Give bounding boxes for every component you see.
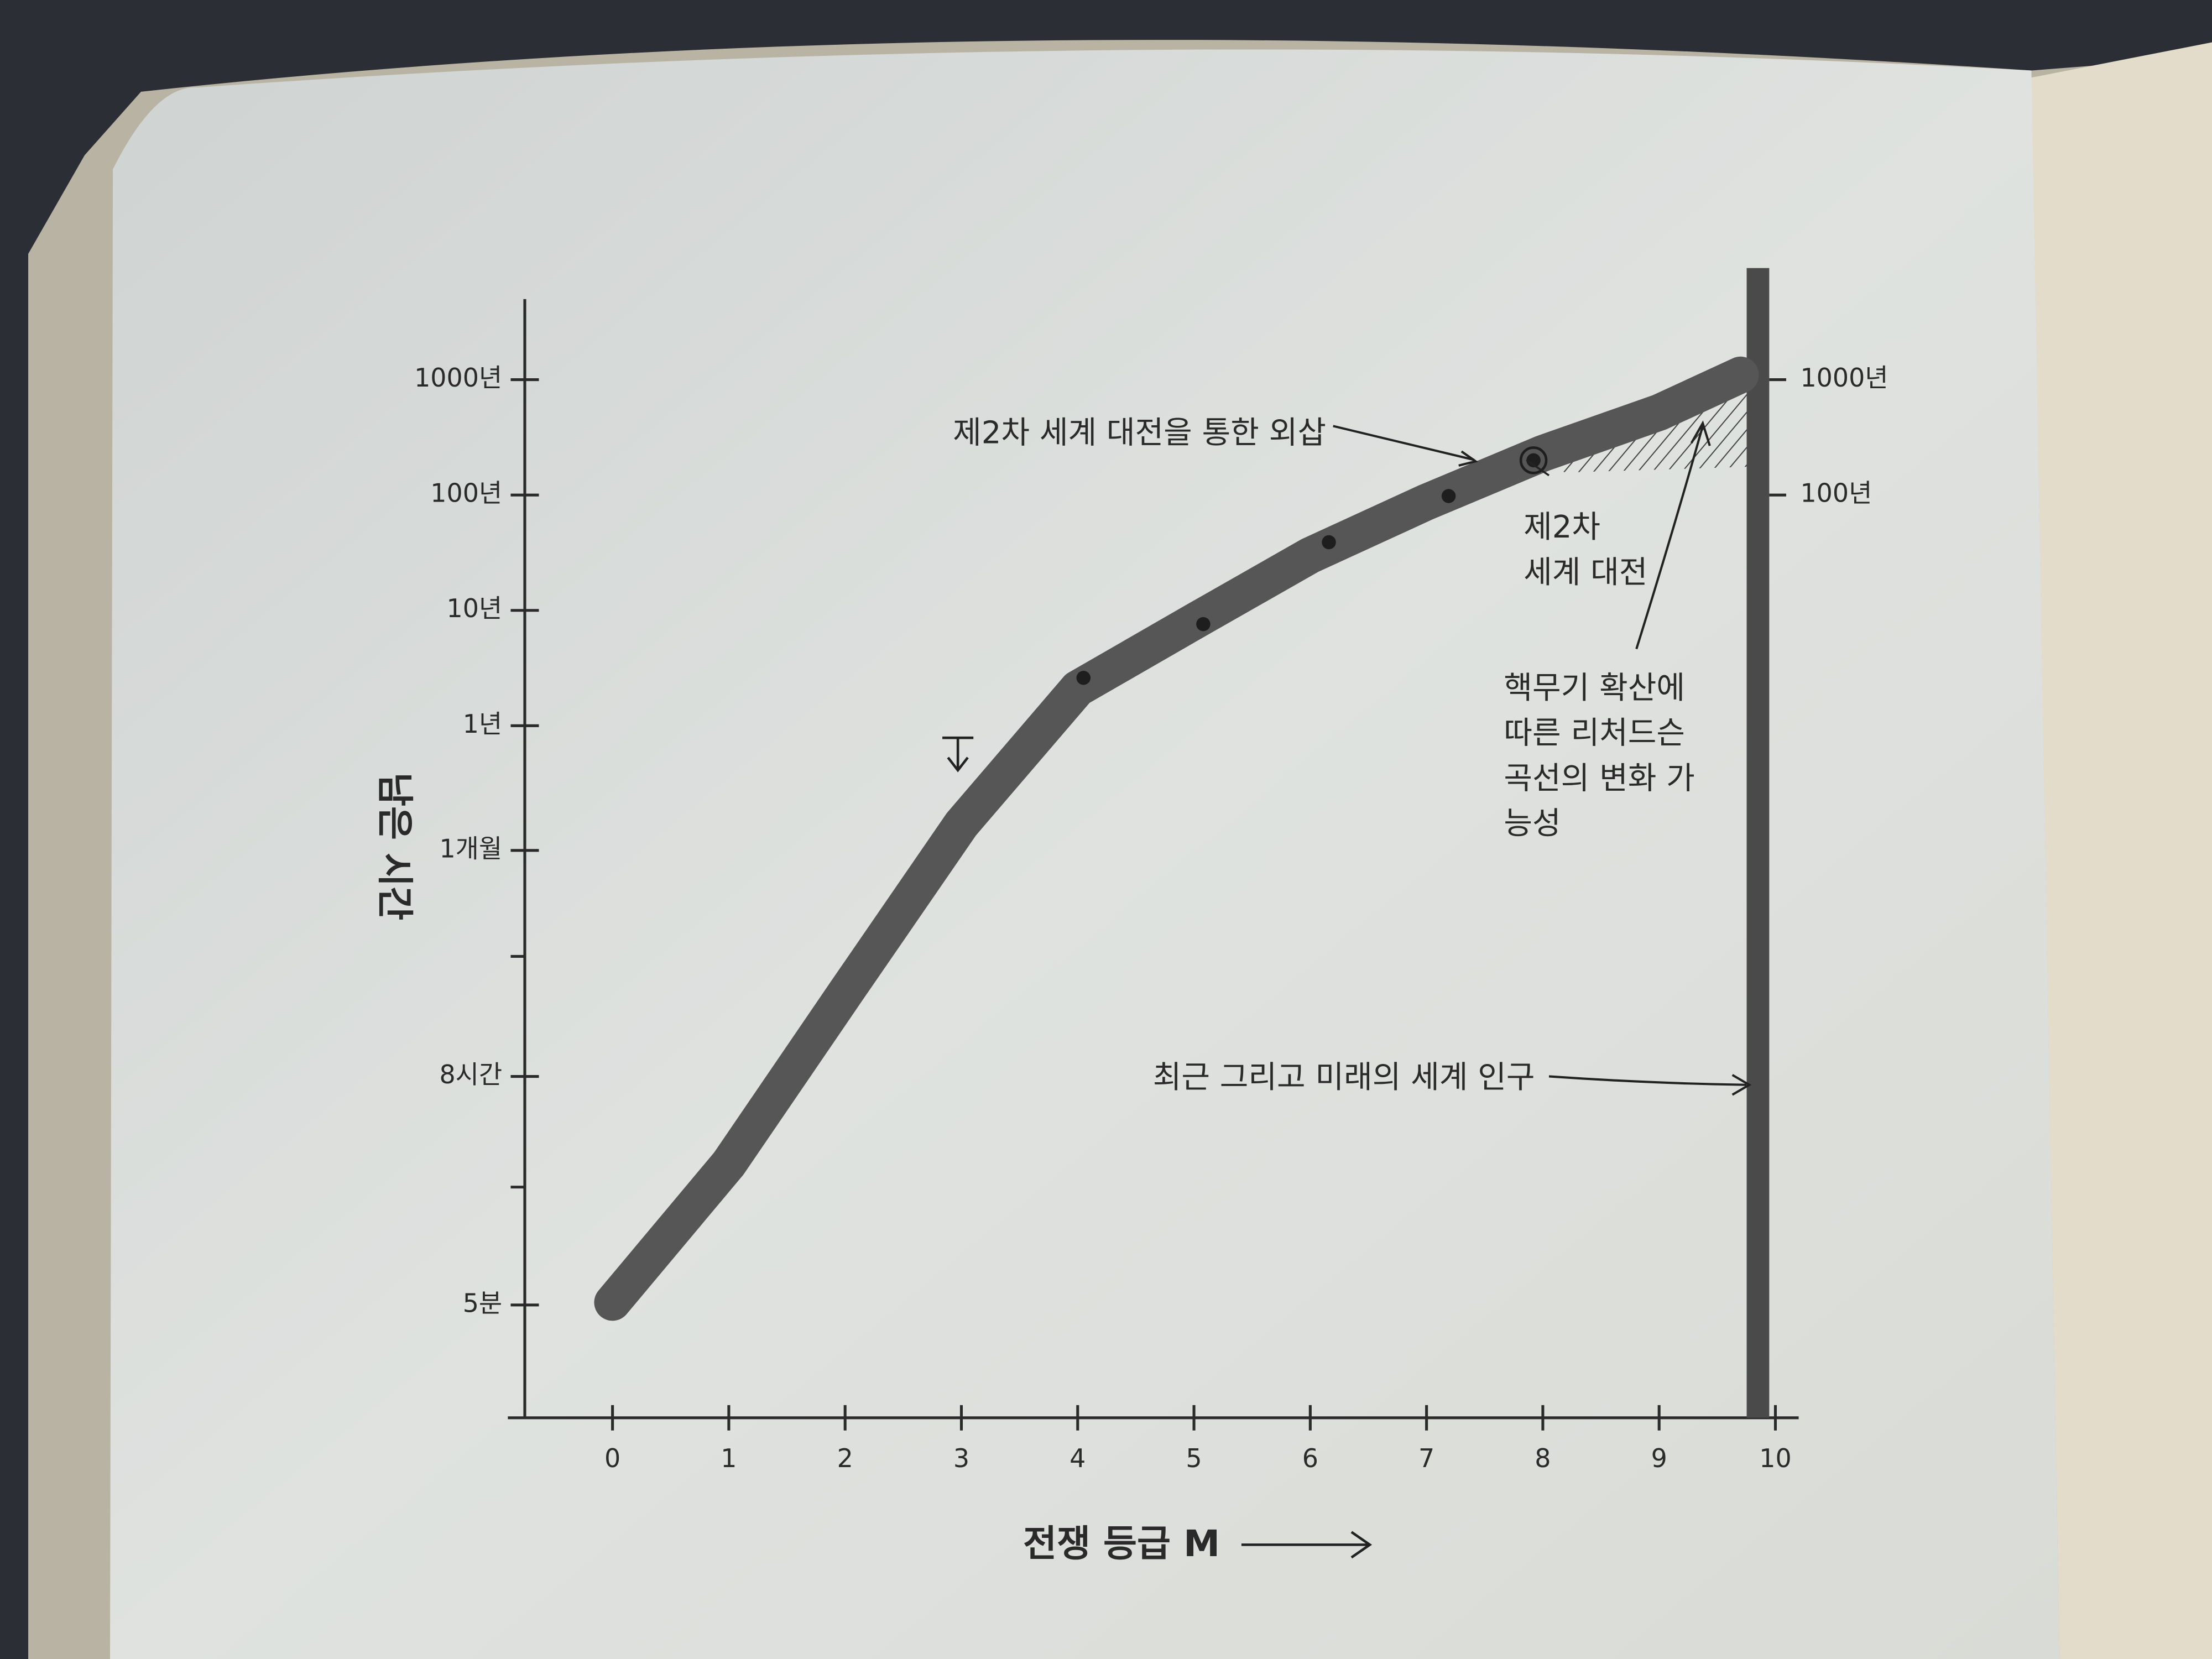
x-tick-label: 7: [1418, 1443, 1434, 1473]
arrow-head: [1731, 1074, 1752, 1096]
highlight-ring: [1519, 446, 1548, 474]
y2-tick-label: 100년: [1800, 478, 1872, 508]
x-label-arrow: [1241, 1531, 1373, 1559]
annotation: 최근 그리고 미래의 세계 인구: [1153, 1060, 1535, 1095]
y-tick-label: 5분: [463, 1288, 502, 1318]
arrow: [1333, 425, 1475, 461]
x-tick-label: 0: [604, 1443, 620, 1473]
y-tick-label: 1년: [463, 709, 502, 739]
x-tick-label: 4: [1070, 1443, 1086, 1473]
arrow: [1635, 425, 1704, 650]
x-tick-label: 8: [1535, 1443, 1551, 1473]
annotation: 따른 리처드슨: [1504, 716, 1685, 752]
data-point: [1526, 453, 1541, 468]
y-axis-title: 남은 시간: [373, 773, 416, 920]
curve: [594, 356, 1759, 1321]
annotation: 제2차 세계 대전을 통한 외삽: [953, 415, 1326, 451]
arrow: [1548, 1075, 1747, 1086]
x-tick-label: 1: [721, 1443, 737, 1473]
data-point: [1322, 535, 1336, 550]
data-point: [1196, 617, 1211, 632]
annotation: 핵무기 확산에: [1504, 670, 1685, 706]
annotation: 곡선의 변화 가: [1504, 760, 1694, 796]
arrow-head: [1690, 420, 1711, 446]
arrow-head: [1458, 450, 1479, 467]
x-tick-label: 2: [837, 1443, 853, 1473]
x-tick-label: 6: [1302, 1443, 1318, 1473]
x-tick-label: 9: [1651, 1443, 1667, 1473]
data-point: [1076, 671, 1091, 685]
population-bar: [1746, 268, 1770, 1418]
annotation: 제2차: [1524, 509, 1600, 545]
y2-tick-label: 1000년: [1800, 363, 1888, 393]
y-tick-label: 1000년: [414, 363, 502, 393]
x-tick-label: 3: [953, 1443, 969, 1473]
y-tick-label: 1개월: [439, 833, 502, 863]
x-tick-label: 5: [1186, 1443, 1202, 1473]
right-page: [2031, 42, 2212, 1659]
x-axis-title: 전쟁 등급 M: [1023, 1522, 1220, 1565]
y-tick-label: 8시간: [439, 1060, 502, 1089]
x-tick-label: 10: [1759, 1443, 1791, 1473]
annotation: 능성: [1504, 806, 1561, 842]
y-tick-label: 100년: [430, 478, 502, 508]
plot: 5분 8시간 1개월 1년 10년 100년 1000년 0 1 2 3 4 5 6 7 8 9 10 전쟁 등급 …: [373, 268, 1888, 1565]
y-tick-label: 10년: [447, 593, 503, 623]
marker-arrow: [942, 736, 974, 773]
annotation: 세계 대전: [1524, 555, 1647, 591]
arrow: [1526, 459, 1550, 477]
data-point: [1441, 489, 1456, 503]
